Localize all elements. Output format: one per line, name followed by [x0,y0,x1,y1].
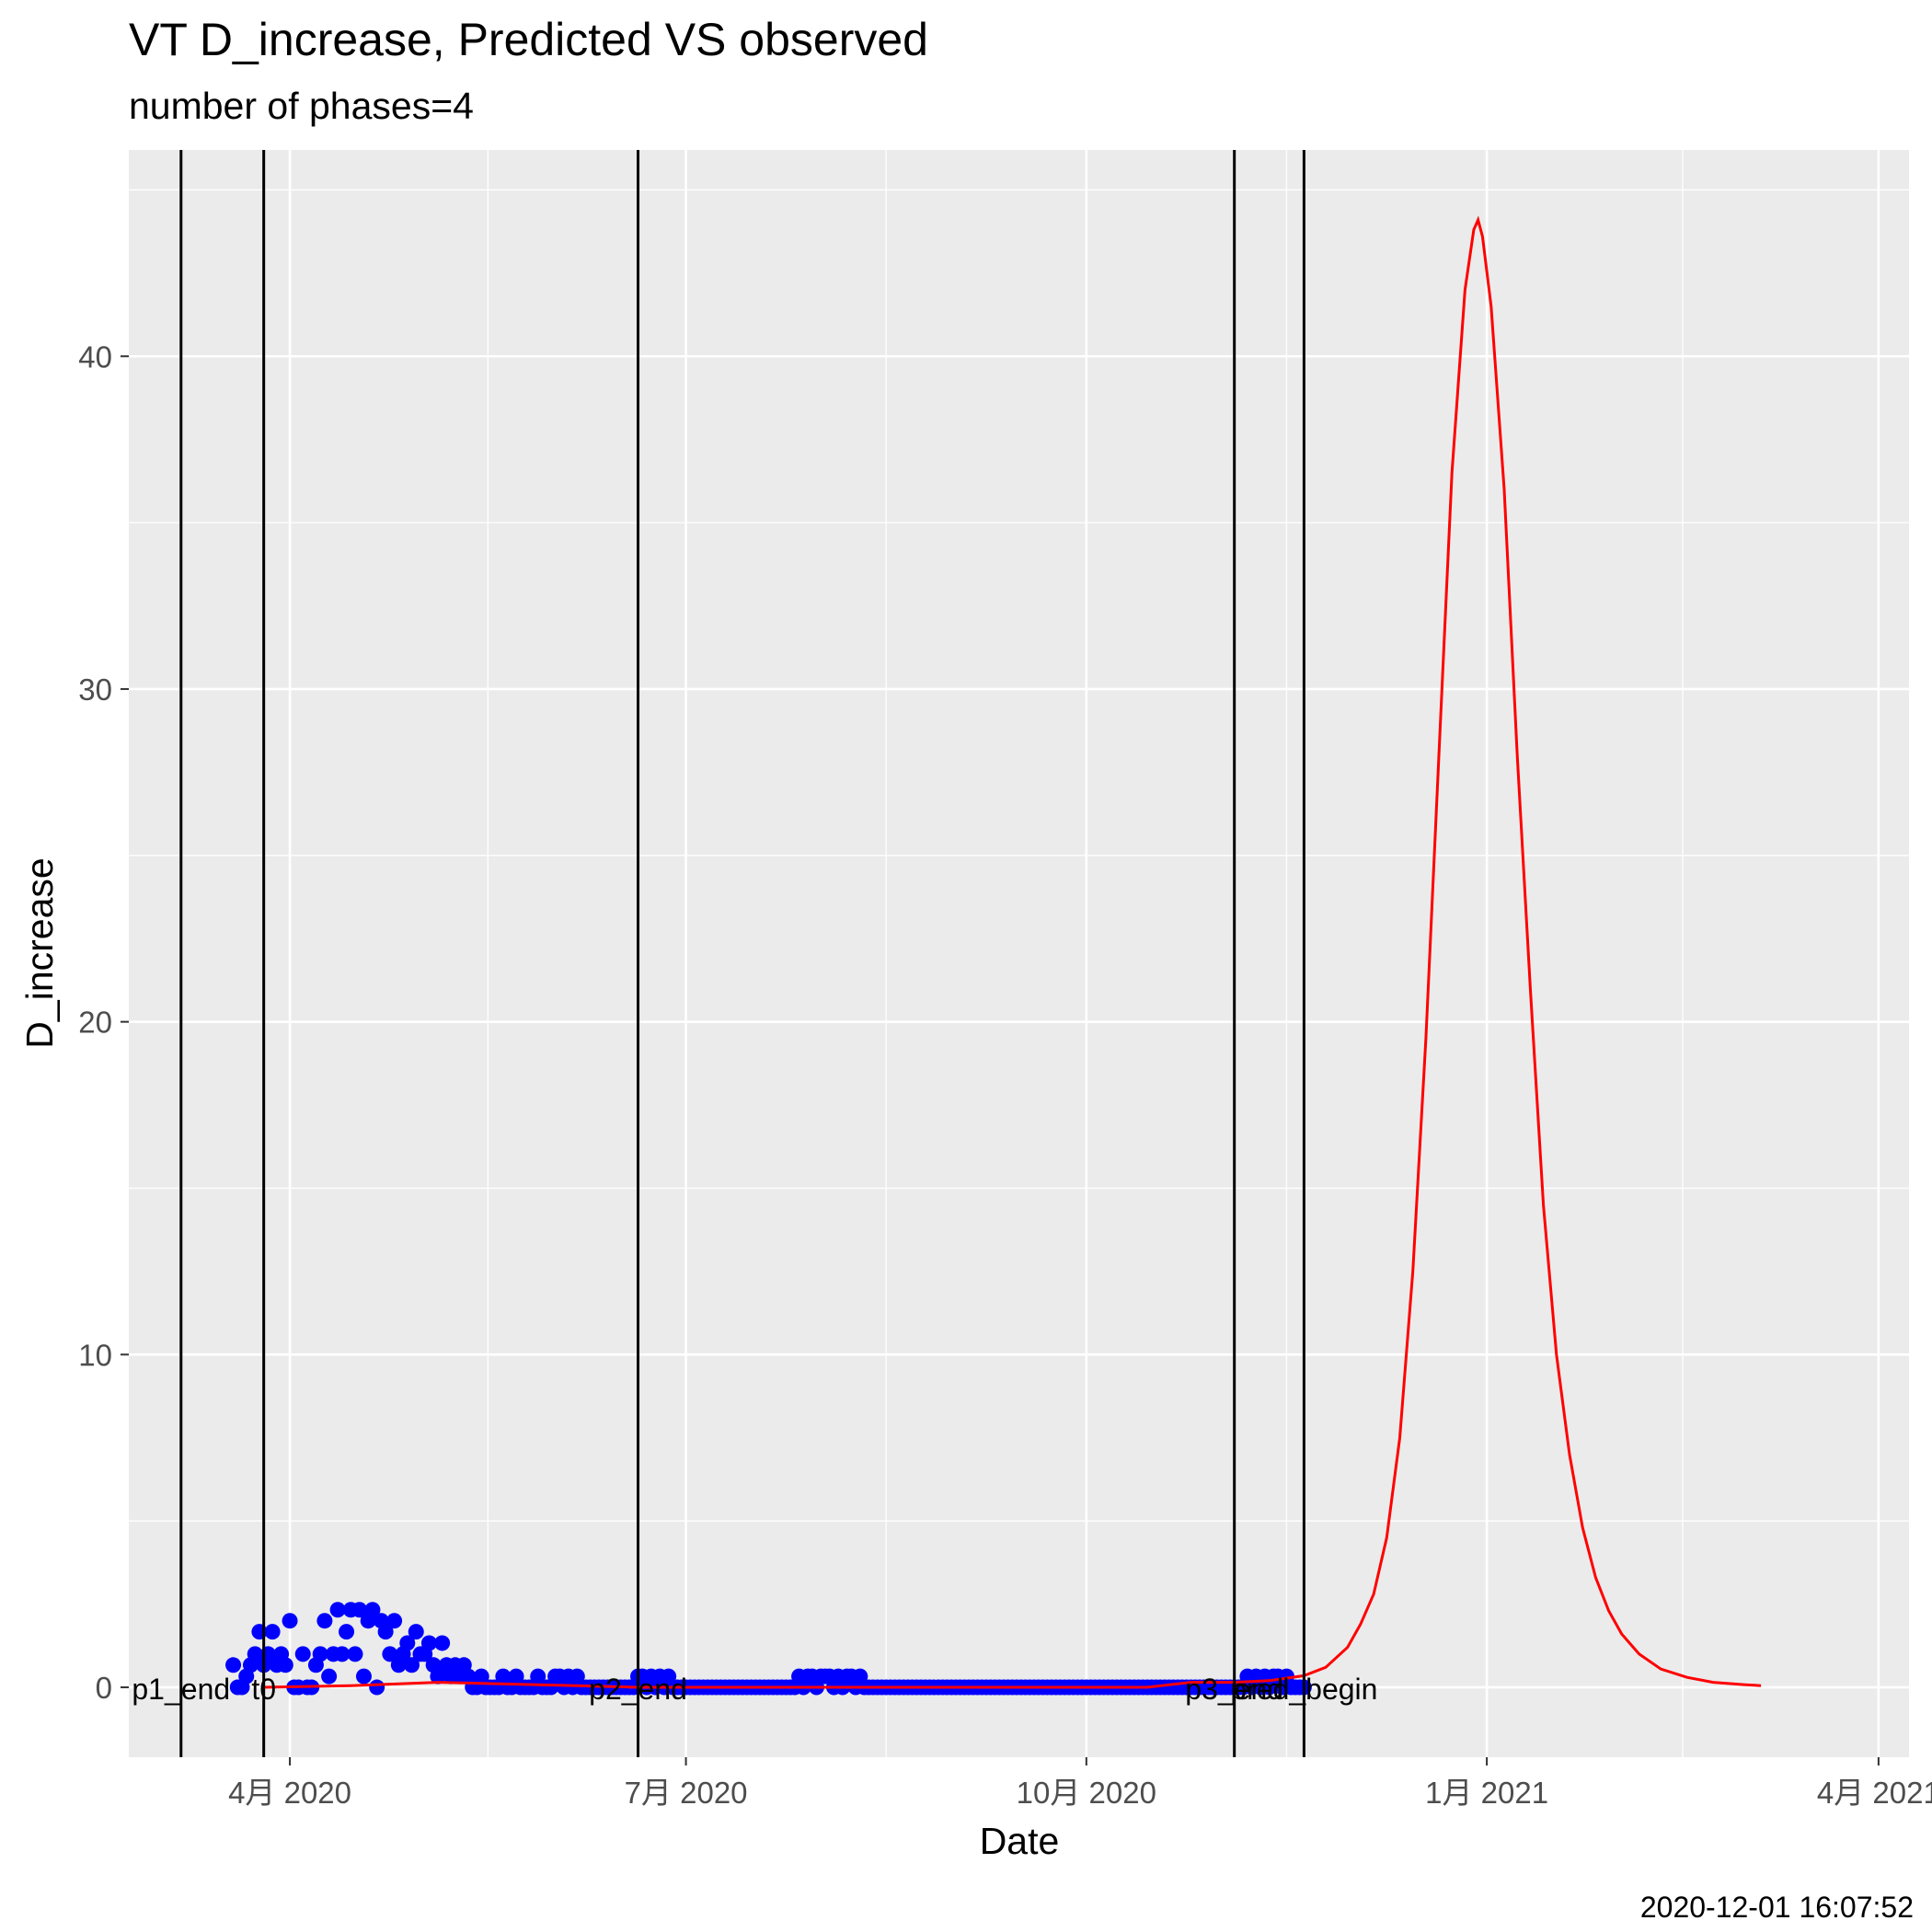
phase-label: pred_begin [1230,1673,1377,1706]
timestamp-caption: 2020-12-01 16:07:52 [1639,1891,1914,1924]
observed-point [420,1635,437,1651]
minor-gridlines [129,150,1909,1757]
x-tick-label: 1月 2021 [1425,1776,1548,1810]
x-axis-title: Date [980,1820,1060,1862]
observed-point [321,1668,338,1685]
observed-point [377,1624,394,1640]
observed-point [408,1624,424,1640]
x-tick-label: 7月 2020 [625,1776,748,1810]
y-tick-label: 0 [96,1671,112,1705]
phase-label: p1_end [132,1673,230,1706]
observed-point [355,1668,372,1685]
major-gridlines [129,150,1909,1757]
phase-label: p3_end [1185,1673,1283,1706]
observed-point [404,1657,420,1673]
chart-subtitle: number of phases=4 [129,85,474,127]
observed-point [247,1646,263,1662]
observed-point [430,1668,446,1685]
x-tick-label: 4月 2021 [1817,1776,1932,1810]
y-tick-label: 30 [78,673,112,707]
x-tick-label: 4月 2020 [228,1776,351,1810]
y-axis-ticks: 0 10 20 30 40 [78,339,129,1705]
observed-point [282,1613,298,1629]
observed-point [382,1646,398,1662]
observed-point [386,1613,403,1629]
observed-point [434,1635,451,1651]
observed-point [369,1679,385,1696]
plot-panel [129,150,1909,1757]
y-tick-label: 40 [78,339,112,374]
x-axis-ticks: 4月 2020 7月 2020 10月 2020 1月 2021 4月 2021 [228,1757,1932,1810]
predicted-line [263,215,1762,1689]
observed-point [364,1602,381,1618]
predicted-series [263,215,1762,1689]
observed-point [347,1646,363,1662]
phase-label: p2_end [589,1673,687,1706]
observed-point [339,1624,355,1640]
observed-point [399,1635,416,1651]
observed-point [225,1657,242,1673]
observed-point [334,1646,351,1662]
y-tick-label: 20 [78,1006,112,1040]
y-tick-label: 10 [78,1338,112,1372]
observed-point [277,1657,293,1673]
chart-title: VT D_increase, Predicted VS observed [129,14,928,65]
y-axis-title: D_increase [18,857,61,1048]
phase-label: t0 [251,1673,276,1706]
observed-point [329,1602,346,1618]
observed-point [294,1646,311,1662]
observed-point [312,1646,328,1662]
x-tick-label: 10月 2020 [1017,1776,1156,1810]
observed-point [316,1613,333,1629]
observed-point [264,1624,281,1640]
observed-series [225,1602,1312,1696]
observed-point [351,1602,368,1618]
